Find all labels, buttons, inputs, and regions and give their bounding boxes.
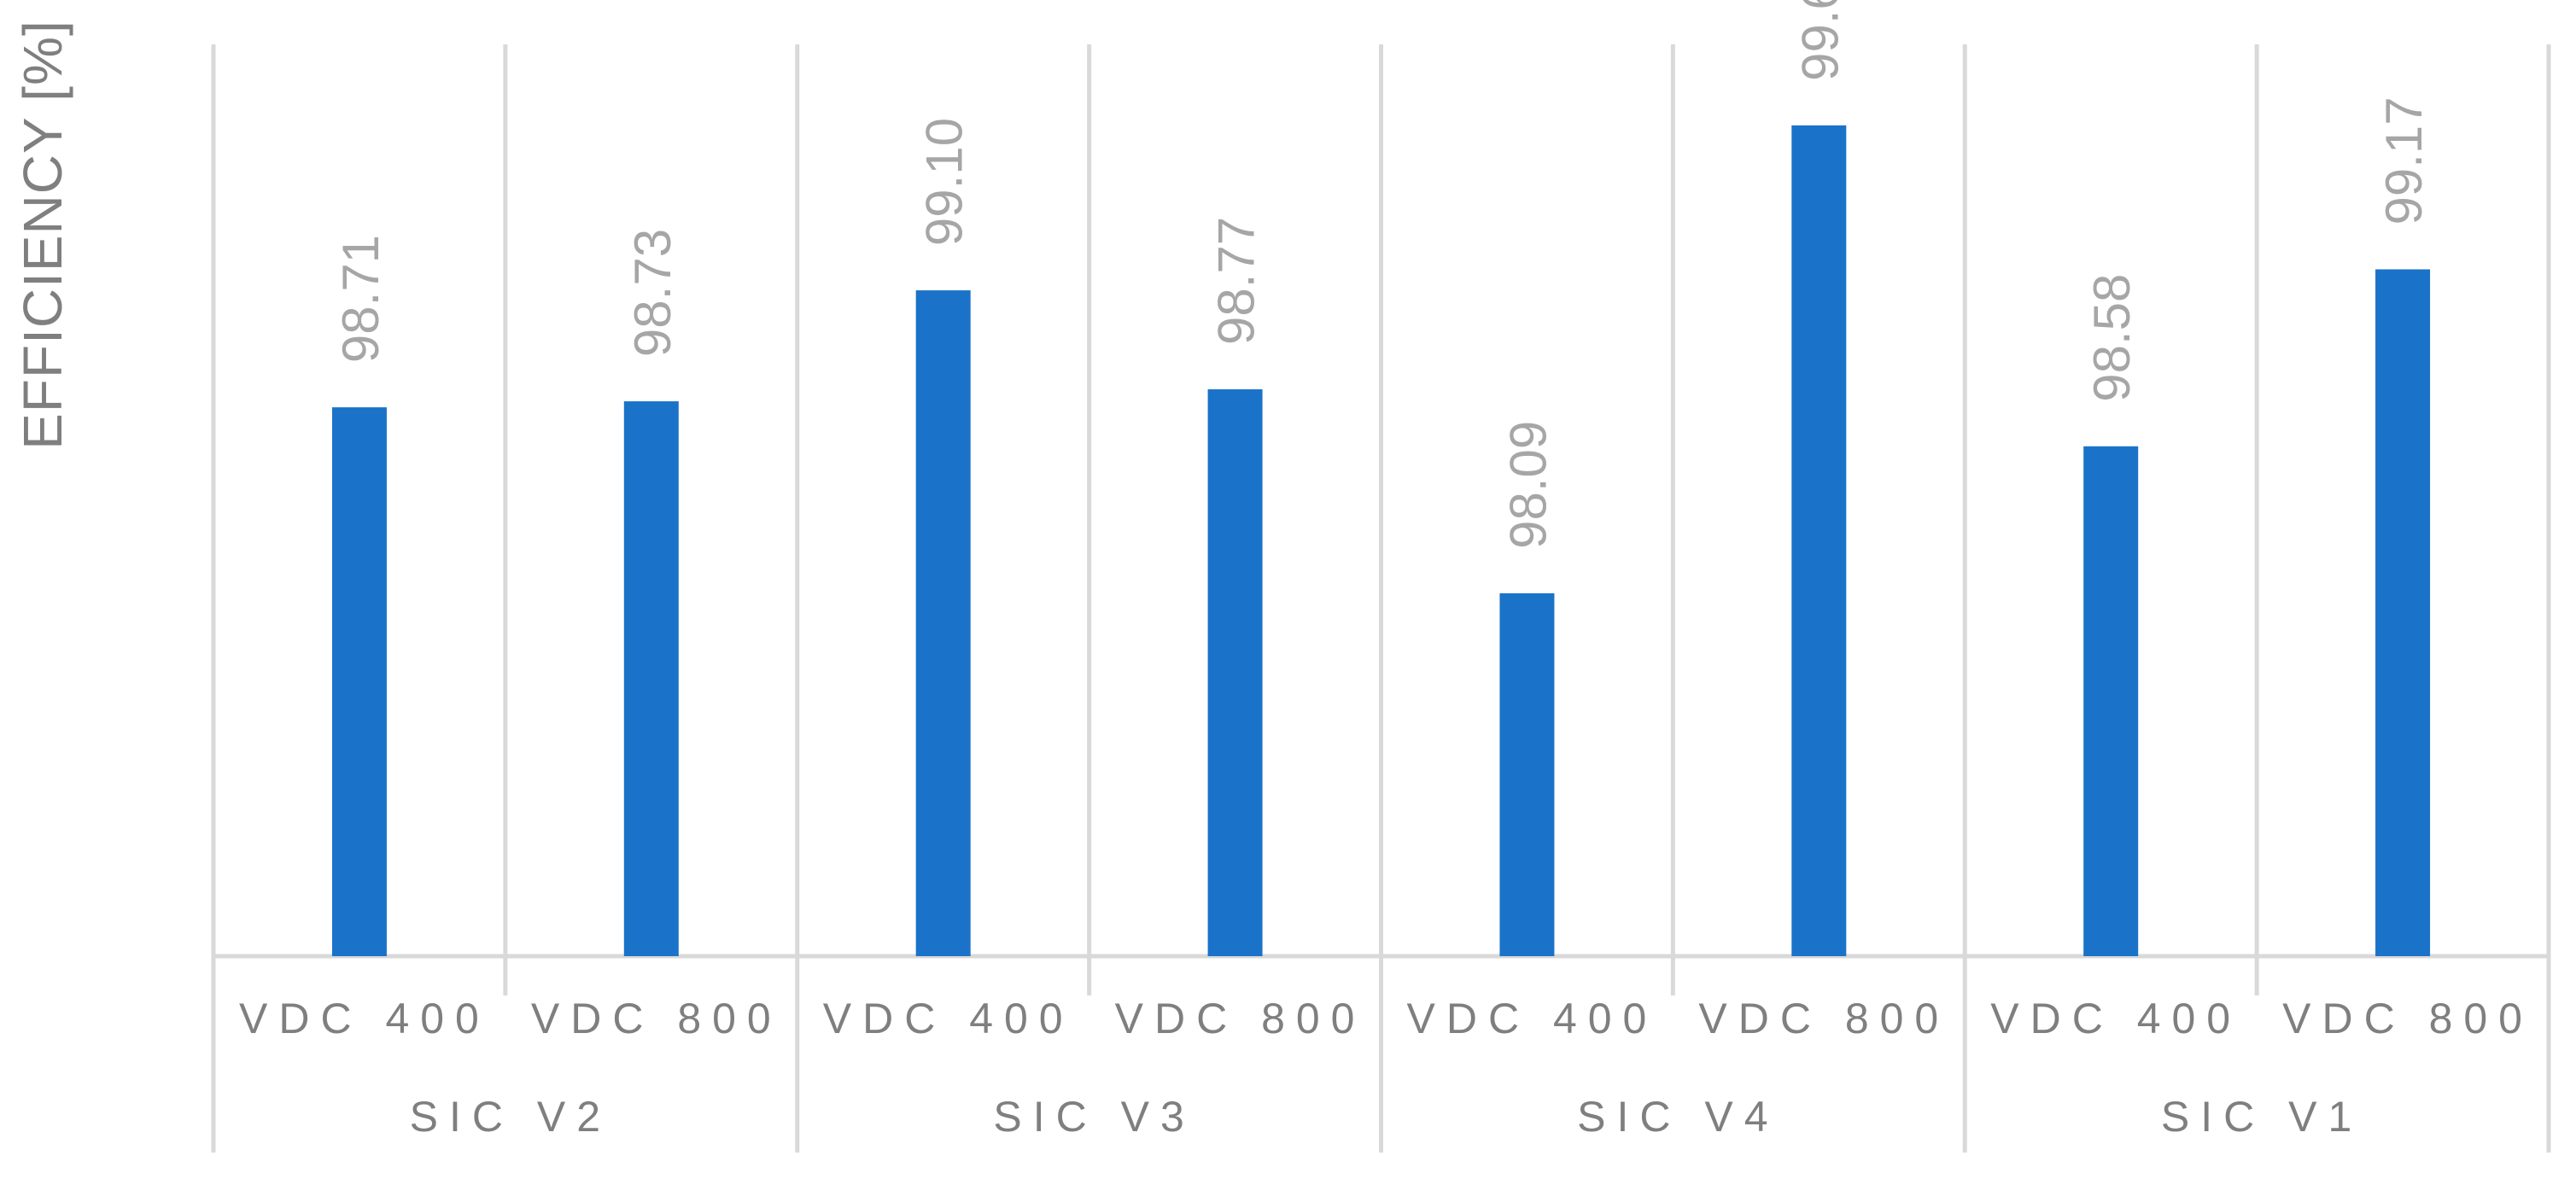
data-label: 98.77 bbox=[1208, 217, 1265, 345]
category-tick-label: VDC 400 bbox=[823, 995, 1074, 1042]
category-tick-label: VDC 400 bbox=[239, 995, 490, 1042]
chart-axes bbox=[211, 44, 2551, 1153]
data-label: 99.17 bbox=[2375, 96, 2433, 225]
group-tick-label: SIC V4 bbox=[1577, 1093, 1779, 1141]
bar-sic-v2-vdc-800 bbox=[623, 401, 679, 956]
bar-sic-v4-vdc-400 bbox=[1499, 592, 1555, 956]
data-label: 98.71 bbox=[332, 235, 389, 363]
group-tick-label: SIC V2 bbox=[410, 1093, 611, 1141]
category-tick-label: VDC 400 bbox=[1990, 995, 2241, 1042]
data-label: 99.10 bbox=[916, 118, 973, 246]
data-label: 99.65 bbox=[1791, 0, 1849, 81]
category-tick-label: VDC 800 bbox=[531, 995, 782, 1042]
bar-sic-v1-vdc-800 bbox=[2375, 269, 2431, 957]
group-tick-label: SIC V3 bbox=[993, 1093, 1195, 1141]
bar-sic-v2-vdc-400 bbox=[331, 407, 387, 956]
bar-sic-v3-vdc-400 bbox=[915, 290, 971, 956]
group-tick-label: SIC V1 bbox=[2161, 1093, 2363, 1141]
data-label: 98.09 bbox=[1499, 421, 1557, 549]
category-tick-label: VDC 800 bbox=[2282, 995, 2533, 1042]
bar-sic-v3-vdc-800 bbox=[1207, 389, 1263, 956]
y-axis-label: EFFICIENCY [%] bbox=[12, 20, 73, 450]
data-label: 98.58 bbox=[2083, 274, 2141, 402]
bar-sic-v1-vdc-400 bbox=[2083, 446, 2139, 956]
category-tick-label: VDC 800 bbox=[1698, 995, 1949, 1042]
chart-bars bbox=[331, 125, 2431, 957]
category-tick-label: VDC 800 bbox=[1115, 995, 1366, 1042]
chart-labels: 98.71 VDC 400 98.73 VDC 800 SIC V2 99.10 VDC 4… bbox=[239, 0, 2533, 1141]
data-label: 98.73 bbox=[624, 229, 681, 357]
category-tick-label: VDC 400 bbox=[1406, 995, 1657, 1042]
bar-sic-v4-vdc-800 bbox=[1791, 125, 1847, 956]
